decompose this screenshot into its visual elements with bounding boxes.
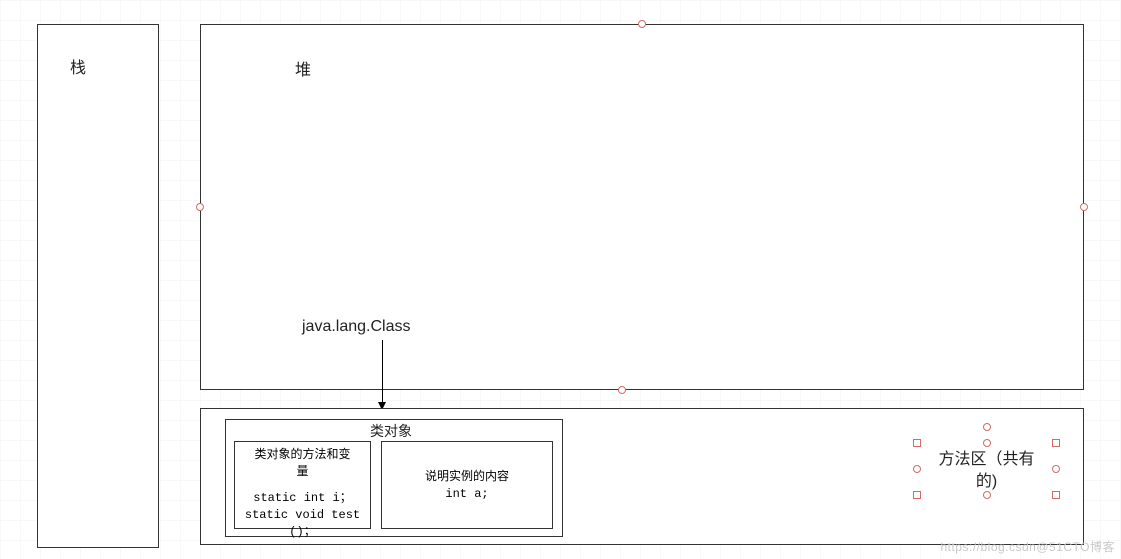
class-object-instance-code: int a; [381, 486, 553, 503]
heap-handle-left[interactable] [196, 203, 204, 211]
class-object-instance-box [381, 441, 553, 529]
heap-label: 堆 [295, 56, 311, 80]
stack-label: 栈 [70, 54, 86, 78]
label-handle-rotate[interactable] [983, 423, 991, 431]
label-handle-l[interactable] [913, 465, 921, 473]
label-handle-br[interactable] [1052, 491, 1060, 499]
class-object-title: 类对象 [370, 421, 412, 441]
heap-handle-right[interactable] [1080, 203, 1088, 211]
label-handle-tl[interactable] [913, 439, 921, 447]
method-area-label[interactable]: 方法区（共有 的) [917, 449, 1056, 494]
class-object-instance-title: 说明实例的内容 [381, 468, 553, 485]
heap-handle-bottom[interactable] [618, 386, 626, 394]
arrow-line [382, 340, 383, 406]
label-handle-r[interactable] [1052, 465, 1060, 473]
class-object-static-title: 类对象的方法和变 量 [234, 446, 371, 480]
label-handle-bl[interactable] [913, 491, 921, 499]
class-object-static-code: static int i； static void test ()； [234, 490, 371, 540]
class-pointer-label: java.lang.Class [302, 318, 411, 336]
heap-handle-top[interactable] [638, 20, 646, 28]
stack-box [37, 24, 159, 548]
label-handle-b[interactable] [983, 491, 991, 499]
watermark: https://blog.csdn@51CTO博客 [940, 538, 1115, 555]
label-handle-t[interactable] [983, 439, 991, 447]
label-handle-tr[interactable] [1052, 439, 1060, 447]
